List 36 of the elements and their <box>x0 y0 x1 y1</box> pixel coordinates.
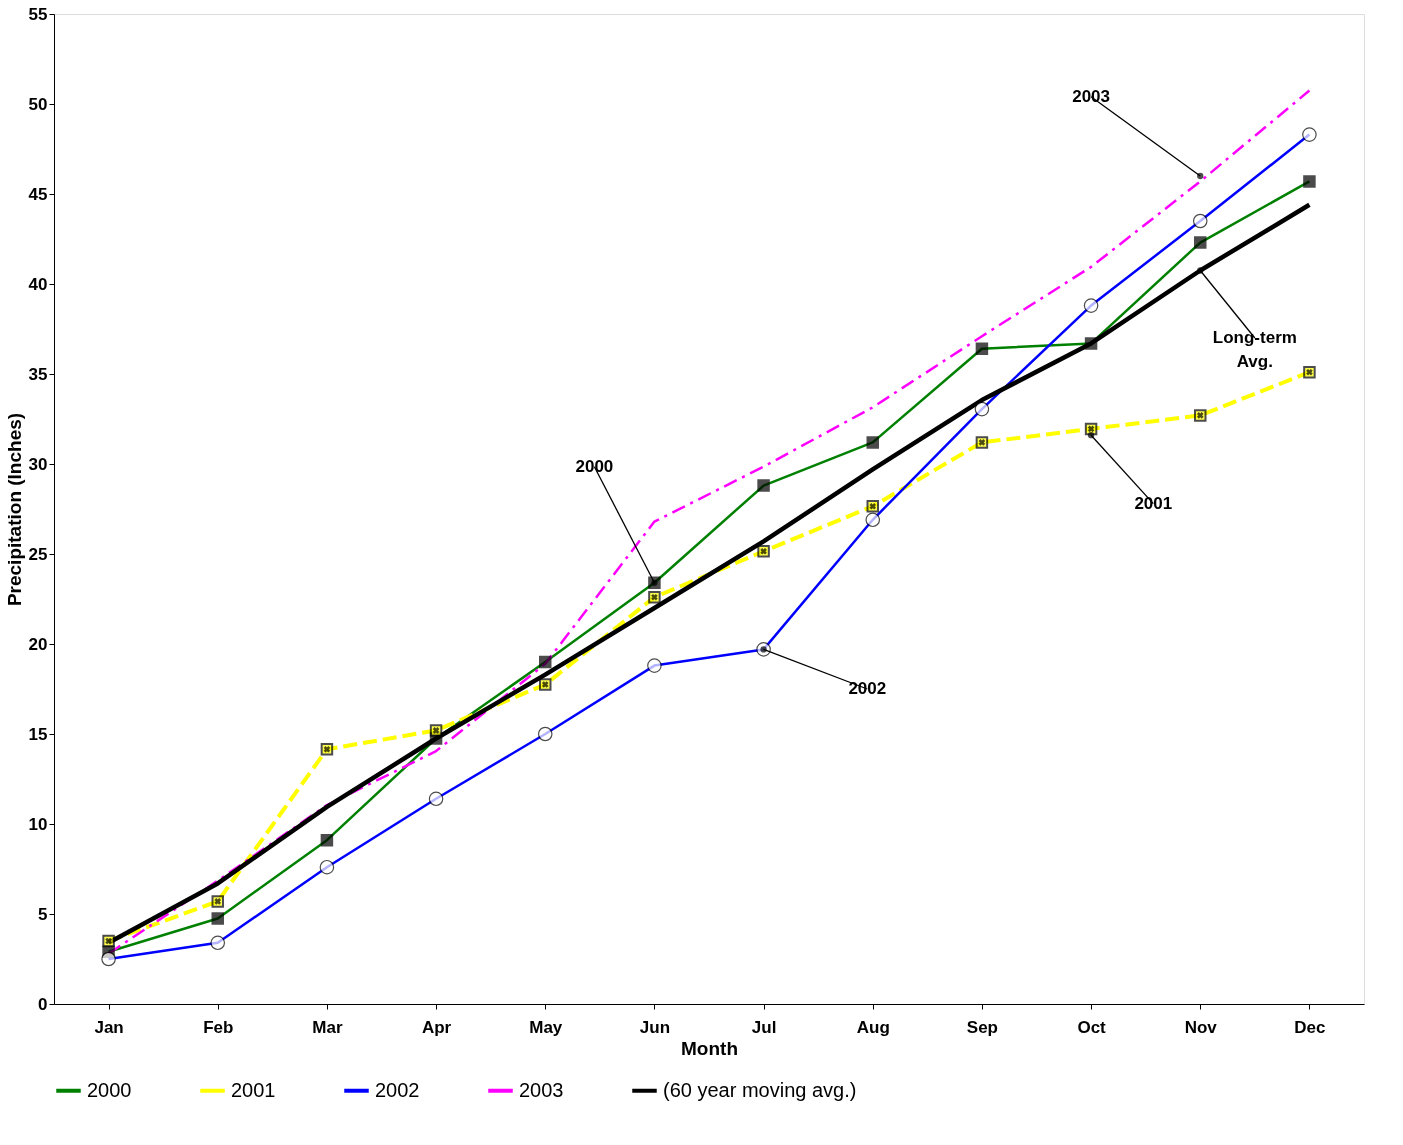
y-tick-label: 0 <box>38 994 48 1014</box>
y-tick-label: 35 <box>28 364 48 384</box>
y-tick-label: 25 <box>28 544 48 564</box>
legend-label: 2001 <box>231 1078 276 1101</box>
y-tick-label: 45 <box>28 184 48 204</box>
x-axis-title: Month <box>681 1037 738 1059</box>
y-tick-label: 20 <box>28 634 48 654</box>
y-tick-label: 50 <box>28 94 48 114</box>
y-axis-title: Precipitation (Inches) <box>3 412 25 607</box>
y-tick-label: 10 <box>28 814 48 834</box>
x-tick-label: Nov <box>1184 1017 1218 1037</box>
x-tick-label: May <box>529 1017 563 1037</box>
y-tick-label: 5 <box>38 904 48 924</box>
x-tick-label: Dec <box>1294 1017 1326 1037</box>
y-tick-label: 55 <box>28 4 48 24</box>
y-tick-label: 30 <box>28 454 48 474</box>
x-tick-label: Feb <box>203 1017 234 1037</box>
y-tick-label: 15 <box>28 724 48 744</box>
legend-label: 2003 <box>519 1078 564 1101</box>
x-tick-label: Apr <box>421 1017 452 1037</box>
x-tick-label: Aug <box>856 1017 890 1037</box>
legend-label: 2000 <box>87 1078 132 1101</box>
x-tick-label: Oct <box>1077 1017 1107 1037</box>
x-tick-label: Jan <box>94 1017 124 1037</box>
annotation: 2001 <box>1134 493 1173 513</box>
annotation: Long-term Avg. <box>1212 328 1297 371</box>
y-tick-label: 40 <box>28 274 48 294</box>
annotation: 2003 <box>1072 86 1110 106</box>
annotation: 2000 <box>575 456 614 476</box>
legend-label: 2002 <box>375 1078 420 1101</box>
x-tick-label: Sep <box>966 1017 999 1037</box>
x-tick-label: Jun <box>639 1017 671 1037</box>
x-tick-label: Mar <box>312 1017 343 1037</box>
legend-label: (60 year moving avg.) <box>663 1078 857 1101</box>
annotation: 2002 <box>848 679 887 698</box>
x-tick-label: Jul <box>751 1017 777 1037</box>
